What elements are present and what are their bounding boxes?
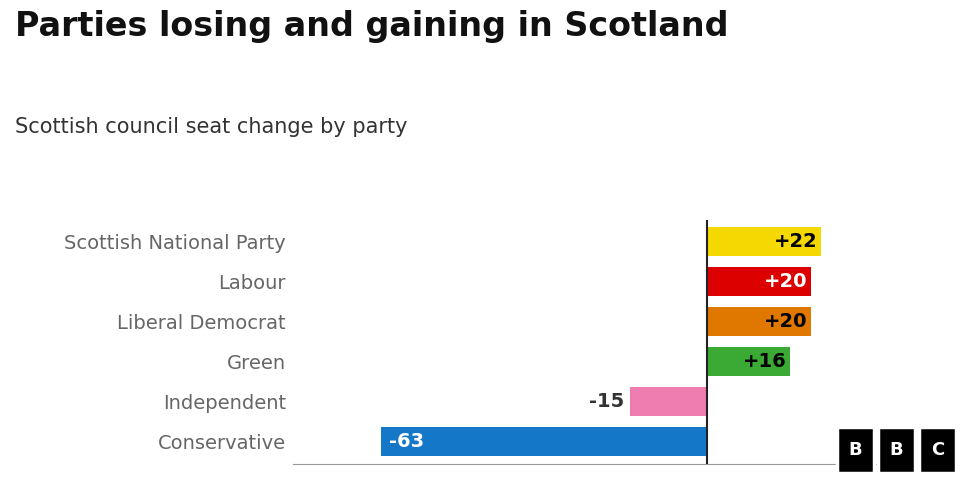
Bar xyxy=(708,267,811,296)
Text: +22: +22 xyxy=(774,232,817,251)
Text: +16: +16 xyxy=(743,352,786,371)
FancyBboxPatch shape xyxy=(919,427,956,473)
Text: -63: -63 xyxy=(388,432,424,451)
Text: +20: +20 xyxy=(763,272,807,291)
FancyBboxPatch shape xyxy=(878,427,915,473)
Bar xyxy=(381,427,708,456)
Text: Parties losing and gaining in Scotland: Parties losing and gaining in Scotland xyxy=(15,10,728,43)
FancyBboxPatch shape xyxy=(837,427,874,473)
Text: C: C xyxy=(931,441,945,459)
Text: -15: -15 xyxy=(590,392,625,411)
Text: B: B xyxy=(848,441,862,459)
Bar xyxy=(708,307,811,336)
Text: Scottish council seat change by party: Scottish council seat change by party xyxy=(15,117,407,137)
Text: +20: +20 xyxy=(763,312,807,331)
Bar xyxy=(630,387,708,416)
Bar xyxy=(708,347,791,376)
Text: B: B xyxy=(890,441,904,459)
Bar xyxy=(708,227,822,256)
